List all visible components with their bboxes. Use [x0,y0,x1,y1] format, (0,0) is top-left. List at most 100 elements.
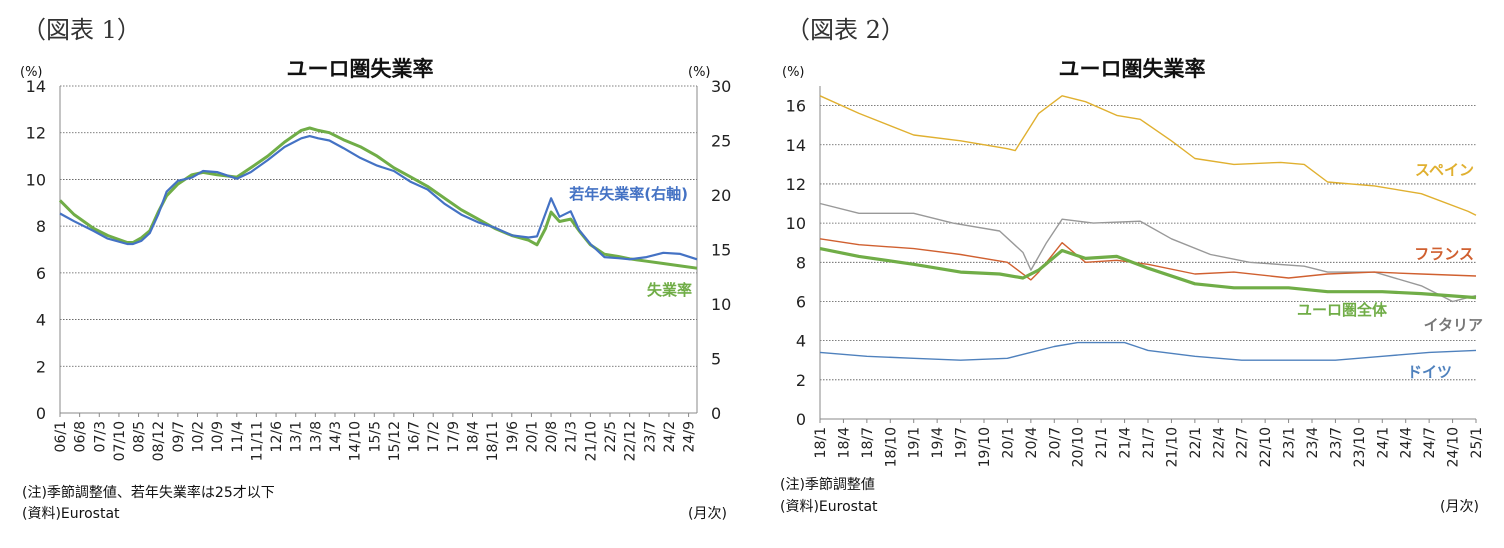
germany-line [819,341,1477,361]
youth-unemployment-chart: ユーロ圏失業率 (%) (%) 0 2 4 6 8 10 12 14 0 5 10 15 20 25 30 06/1… [20,57,731,461]
chart1-x-tick-label: 17/9 [446,421,462,452]
chart1-x-tick-label: 11/4 [230,421,246,453]
germany-label: ドイツ [1407,363,1452,381]
chart1-x-tick-label: 15/5 [367,421,383,452]
chart1-x-tick-label: 14/10 [348,421,364,461]
chart1-youth-series-label: 若年失業率(右軸) [568,185,688,203]
chart1-x-tick-label: 07/10 [112,421,128,461]
chart2-x-tick-label: 18/1 [813,427,829,458]
chart1-x-tick-label: 24/9 [682,421,698,452]
chart1-x-tick-label: 12/6 [269,421,285,453]
chart2-x-tick-label: 20/4 [1024,427,1040,459]
chart2-x-tick-label: 19/1 [907,427,923,458]
chart2-x-tick-label: 24/10 [1446,427,1462,467]
chart1-x-tick-label: 22/12 [623,421,639,461]
chart2-x-tick-label: 18/4 [836,427,852,459]
chart1-x-tick-label: 20/1 [524,421,540,452]
chart1-x-tick-label: 21/10 [583,421,599,461]
chart2-x-tick-label: 24/4 [1399,427,1415,459]
chart1-x-tick-label: 16/7 [407,421,423,452]
chart2-x-tick-label: 25/1 [1469,427,1485,458]
france-label: フランス [1414,245,1474,263]
figure1-panel-label: （図表 1） [22,16,141,44]
chart2-x-tick-label: 19/4 [930,427,946,459]
chart1-right-tick-label: 30 [711,77,731,96]
chart1-x-tick-label: 15/12 [387,421,403,461]
chart1-x-tick-label: 18/11 [485,421,501,461]
figure2-frequency: (月次) [1440,499,1479,515]
chart1-left-tick-label: 2 [36,357,46,376]
chart1-x-tick-label: 06/1 [53,421,69,452]
chart2-x-tick-label: 23/7 [1328,427,1344,458]
chart2-x-tick-label: 23/4 [1305,427,1321,459]
chart2-x-tick-label: 21/4 [1118,427,1134,459]
chart1-x-tick-label: 10/9 [210,421,226,452]
figure2-source: (資料)Eurostat [780,499,878,515]
chart2-x-tick-label: 20/1 [1000,427,1016,458]
chart1-x-tick-label: 09/7 [171,421,187,452]
chart2-title: ユーロ圏失業率 [1059,57,1206,81]
chart2-axis-unit: (%) [782,65,805,80]
chart2-x-tick-label: 23/1 [1282,427,1298,458]
country-unemployment-chart: ユーロ圏失業率 (%) 0 2 4 6 8 10 12 14 16 18/1 18/4 18/7 18/10… [782,57,1485,467]
chart1-right-tick-label: 0 [711,404,721,423]
chart1-x-tick-label: 08/5 [132,421,148,452]
chart1-x-tick-label: 23/7 [642,421,658,452]
chart2-x-tick-label: 18/7 [860,427,876,458]
chart2-x-tick-label: 23/10 [1352,427,1368,467]
chart1-right-tick-label: 20 [711,186,731,205]
chart1-x-tick-label: 19/6 [505,421,521,453]
chart1-left-tick-label: 8 [36,217,46,236]
chart1-x-tick-label: 10/2 [191,421,207,452]
chart1-left-tick-label: 12 [26,124,46,143]
chart1-x-tick-label: 18/4 [466,421,482,453]
chart2-tick-label: 12 [786,175,806,194]
chart1-left-tick-label: 4 [36,311,46,330]
chart2-x-tick-label: 22/7 [1235,427,1251,458]
euro-area-label: ユーロ圏全体 [1297,301,1388,319]
chart2-x-tick-label: 18/10 [883,427,899,467]
euro-area-line [819,247,1477,300]
chart1-x-tick-label: 07/3 [92,421,108,452]
chart2-x-tick-label: 22/10 [1258,427,1274,467]
chart2-tick-label: 8 [796,253,806,272]
chart1-title: ユーロ圏失業率 [287,57,434,81]
chart2-x-tick-label: 20/7 [1047,427,1063,458]
youth-unemployment-line [59,135,698,261]
chart2-tick-label: 0 [796,410,806,429]
chart2-x-tick-label: 21/1 [1094,427,1110,458]
chart2-x-tick-label: 22/1 [1188,427,1204,458]
chart2-tick-label: 4 [796,332,806,351]
chart1-right-axis-unit: (%) [688,65,711,80]
chart1-right-tick-label: 25 [711,132,731,151]
chart2-tick-label: 2 [796,371,806,390]
chart1-left-axis-unit: (%) [20,65,43,80]
italy-label: イタリア [1424,316,1483,334]
chart2-x-tick-label: 20/10 [1071,427,1087,467]
chart1-x-tick-label: 20/8 [544,421,560,452]
chart2-tick-label: 16 [786,97,806,116]
figure1-frequency: (月次) [688,506,727,522]
chart1-left-tick-label: 10 [26,170,46,189]
chart1-x-tick-label: 14/3 [328,421,344,452]
chart1-x-tick-label: 22/5 [603,421,619,452]
chart1-left-tick-label: 14 [26,77,46,96]
chart2-tick-label: 10 [786,214,806,233]
chart1-x-tick-label: 13/1 [289,421,305,452]
chart1-x-tick-label: 11/11 [249,421,265,461]
chart1-x-tick-label: 24/2 [662,421,678,452]
spain-line [819,95,1477,216]
figure2-note: (注)季節調整値 [780,477,875,493]
france-line [819,238,1477,281]
chart2-x-tick-label: 21/7 [1141,427,1157,458]
figure1-note: (注)季節調整値、若年失業率は25才以下 [22,485,275,501]
chart1-right-tick-label: 10 [711,295,731,314]
italy-line [819,202,1477,303]
chart2-x-tick-label: 24/7 [1422,427,1438,458]
chart1-right-tick-label: 5 [711,350,721,369]
chart1-x-tick-label: 08/12 [151,421,167,461]
chart2-x-tick-label: 22/4 [1211,427,1227,459]
chart2-tick-label: 6 [796,292,806,311]
chart2-tick-label: 14 [786,136,806,155]
chart1-left-tick-label: 6 [36,264,46,283]
